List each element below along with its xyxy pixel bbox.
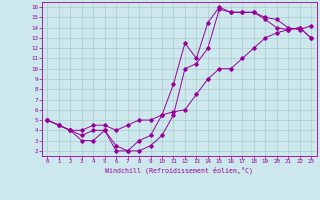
X-axis label: Windchill (Refroidissement éolien,°C): Windchill (Refroidissement éolien,°C) [105,167,253,174]
